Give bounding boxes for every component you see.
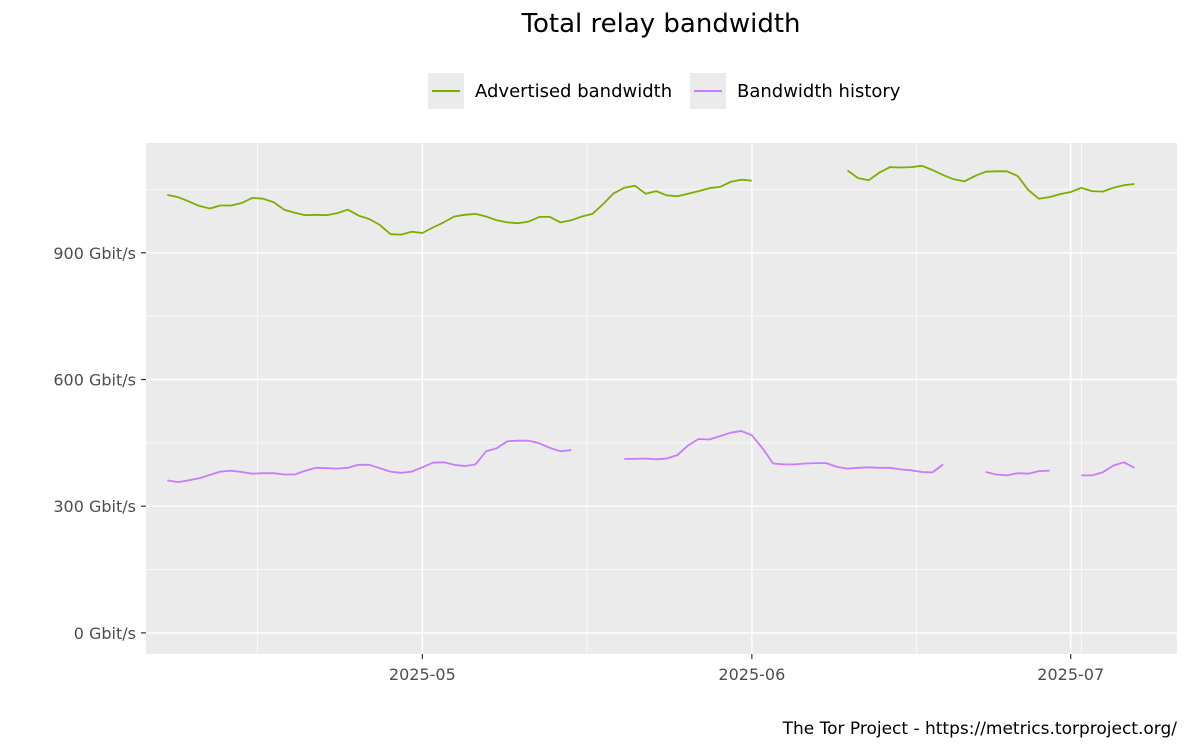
legend-label-advertised: Advertised bandwidth [475,81,672,102]
series-line-history [167,430,1135,483]
legend-label-history: Bandwidth history [737,81,901,102]
x-axis: 2025-05 2025-06 2025-07 [389,654,1104,684]
series-line-advertised [167,164,1135,236]
y-tick-label: 0 Gbit/s [74,624,136,643]
x-tick-label: 2025-06 [718,665,785,684]
minor-gridlines [146,143,1177,654]
legend: Advertised bandwidth Bandwidth history [428,73,901,109]
major-gridlines [146,143,1177,654]
plot-panel [146,143,1177,654]
x-tick-label: 2025-07 [1037,665,1104,684]
y-axis: 0 Gbit/s 300 Gbit/s 600 Gbit/s 900 Gbit/s [53,244,146,643]
y-tick-label: 900 Gbit/s [53,244,136,263]
y-tick-label: 300 Gbit/s [53,497,136,516]
series-layer [167,164,1135,483]
chart-title: Total relay bandwidth [521,9,801,39]
chart-caption: The Tor Project - https://metrics.torpro… [782,719,1178,739]
y-tick-label: 600 Gbit/s [53,370,136,389]
x-tick-label: 2025-05 [389,665,456,684]
